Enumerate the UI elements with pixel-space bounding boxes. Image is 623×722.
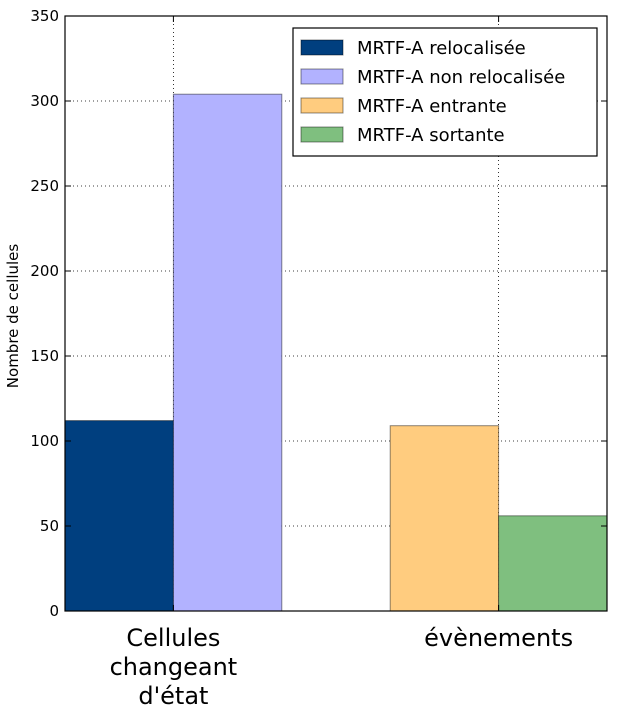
y-tick-label: 250 <box>30 177 59 195</box>
bars <box>64 93 608 612</box>
y-tick-label: 350 <box>30 7 59 25</box>
y-tick-label: 150 <box>30 347 59 365</box>
plot-frame <box>64 15 608 612</box>
bar-mrtf-a-non-relocalis-e <box>172 93 283 612</box>
legend-label: MRTF-A entrante <box>357 96 507 117</box>
legend-swatch <box>300 68 344 85</box>
legend-swatch <box>300 39 344 56</box>
bar-mrtf-a-sortante <box>498 515 608 612</box>
y-tick-label: 100 <box>30 432 59 450</box>
x-axis-ticks: Cellules changeant d'état évènements <box>110 16 573 710</box>
y-tick-label: 0 <box>49 602 59 620</box>
x-tick-label: Cellules changeant d'état <box>110 624 238 710</box>
legend-box <box>292 27 598 157</box>
legend-label: MRTF-A sortante <box>357 125 505 146</box>
y-tick-label: 200 <box>30 262 59 280</box>
y-axis-ticks: 0 50 100 150 200 250 300 350 <box>30 7 607 620</box>
bar-mrtf-a-entrante <box>389 425 500 612</box>
legend-label: MRTF-A non relocalisée <box>357 67 565 88</box>
axes <box>64 15 608 612</box>
y-tick-label: 300 <box>30 92 59 110</box>
y-tick-label: 50 <box>40 517 59 535</box>
legend-swatch <box>300 126 344 143</box>
legend-swatch <box>300 97 344 114</box>
bar-mrtf-a-relocalis-e <box>64 420 174 612</box>
legend: MRTF-A relocalisée MRTF-A non relocalisée… <box>292 27 598 157</box>
x-tick-label: évènements <box>424 624 573 652</box>
y-axis-label: Nombre de cellules <box>4 244 22 389</box>
legend-label: MRTF-A relocalisée <box>357 38 526 59</box>
